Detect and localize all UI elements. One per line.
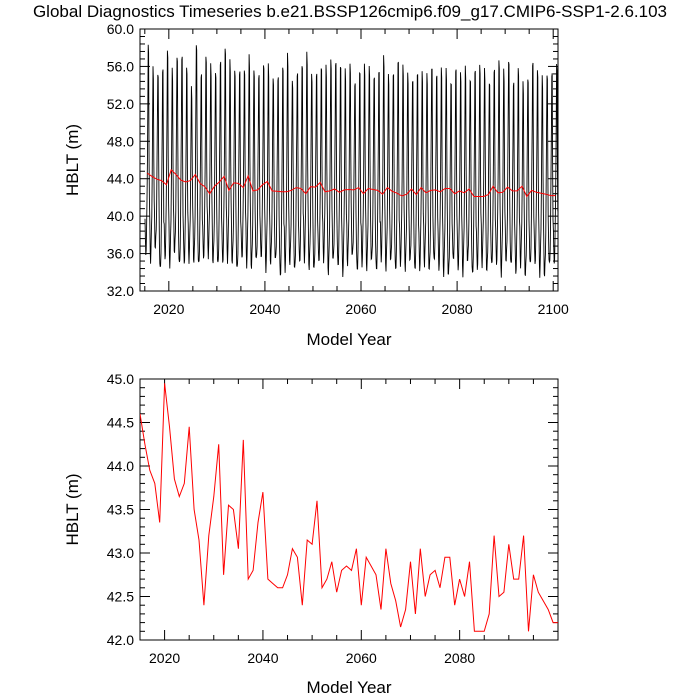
x-tick-label: 2100 [538, 301, 569, 317]
y-axis-title: HBLT (m) [63, 473, 82, 545]
y-tick-label: 43.0 [107, 545, 134, 561]
x-tick-label: 2080 [442, 301, 473, 317]
x-tick-label: 2040 [249, 301, 280, 317]
bottom-annual-panel: 42.0 42.5 43.0 43.5 44.0 44.5 45.0 2020 2040 2060… [63, 371, 559, 697]
x-tick-label: 2060 [345, 301, 376, 317]
y-tick-label: 44.0 [107, 171, 134, 187]
annual-series-line [146, 168, 556, 198]
x-tick-label: 2020 [149, 650, 180, 666]
x-tick-label: 2060 [346, 650, 377, 666]
chart-title: Global Diagnostics Timeseries b.e21.BSSP… [32, 2, 668, 21]
y-tick-label: 40.0 [107, 208, 134, 224]
plot-frame [139, 378, 559, 641]
y-tick-label: 42.0 [107, 632, 134, 648]
y-axis-title: HBLT (m) [63, 124, 82, 196]
x-tick-label: 2040 [247, 650, 278, 666]
x-axis-title: Model Year [306, 678, 391, 697]
y-tick-label: 36.0 [107, 246, 134, 262]
y-tick-label: 43.5 [107, 502, 134, 518]
y-tick-label: 60.0 [107, 21, 134, 37]
monthly-series-line [144, 44, 558, 278]
x-tick-label: 2020 [153, 301, 184, 317]
x-axis-title: Model Year [306, 330, 391, 349]
plot-frame [139, 28, 559, 292]
y-tick-label: 32.0 [107, 283, 134, 299]
top-timeseries-panel: 32.0 36.0 40.0 44.0 48.0 52.0 56.0 60.0 2020 2040… [63, 21, 569, 349]
y-tick-label: 44.5 [107, 415, 134, 431]
x-tick-label: 2080 [444, 650, 475, 666]
y-tick-label: 48.0 [107, 133, 134, 149]
y-tick-label: 45.0 [107, 371, 134, 387]
y-tick-label: 52.0 [107, 96, 134, 112]
annual-series-line [140, 383, 558, 632]
y-tick-label: 56.0 [107, 58, 134, 74]
y-tick-label: 42.5 [107, 589, 134, 605]
y-tick-label: 44.0 [107, 458, 134, 474]
